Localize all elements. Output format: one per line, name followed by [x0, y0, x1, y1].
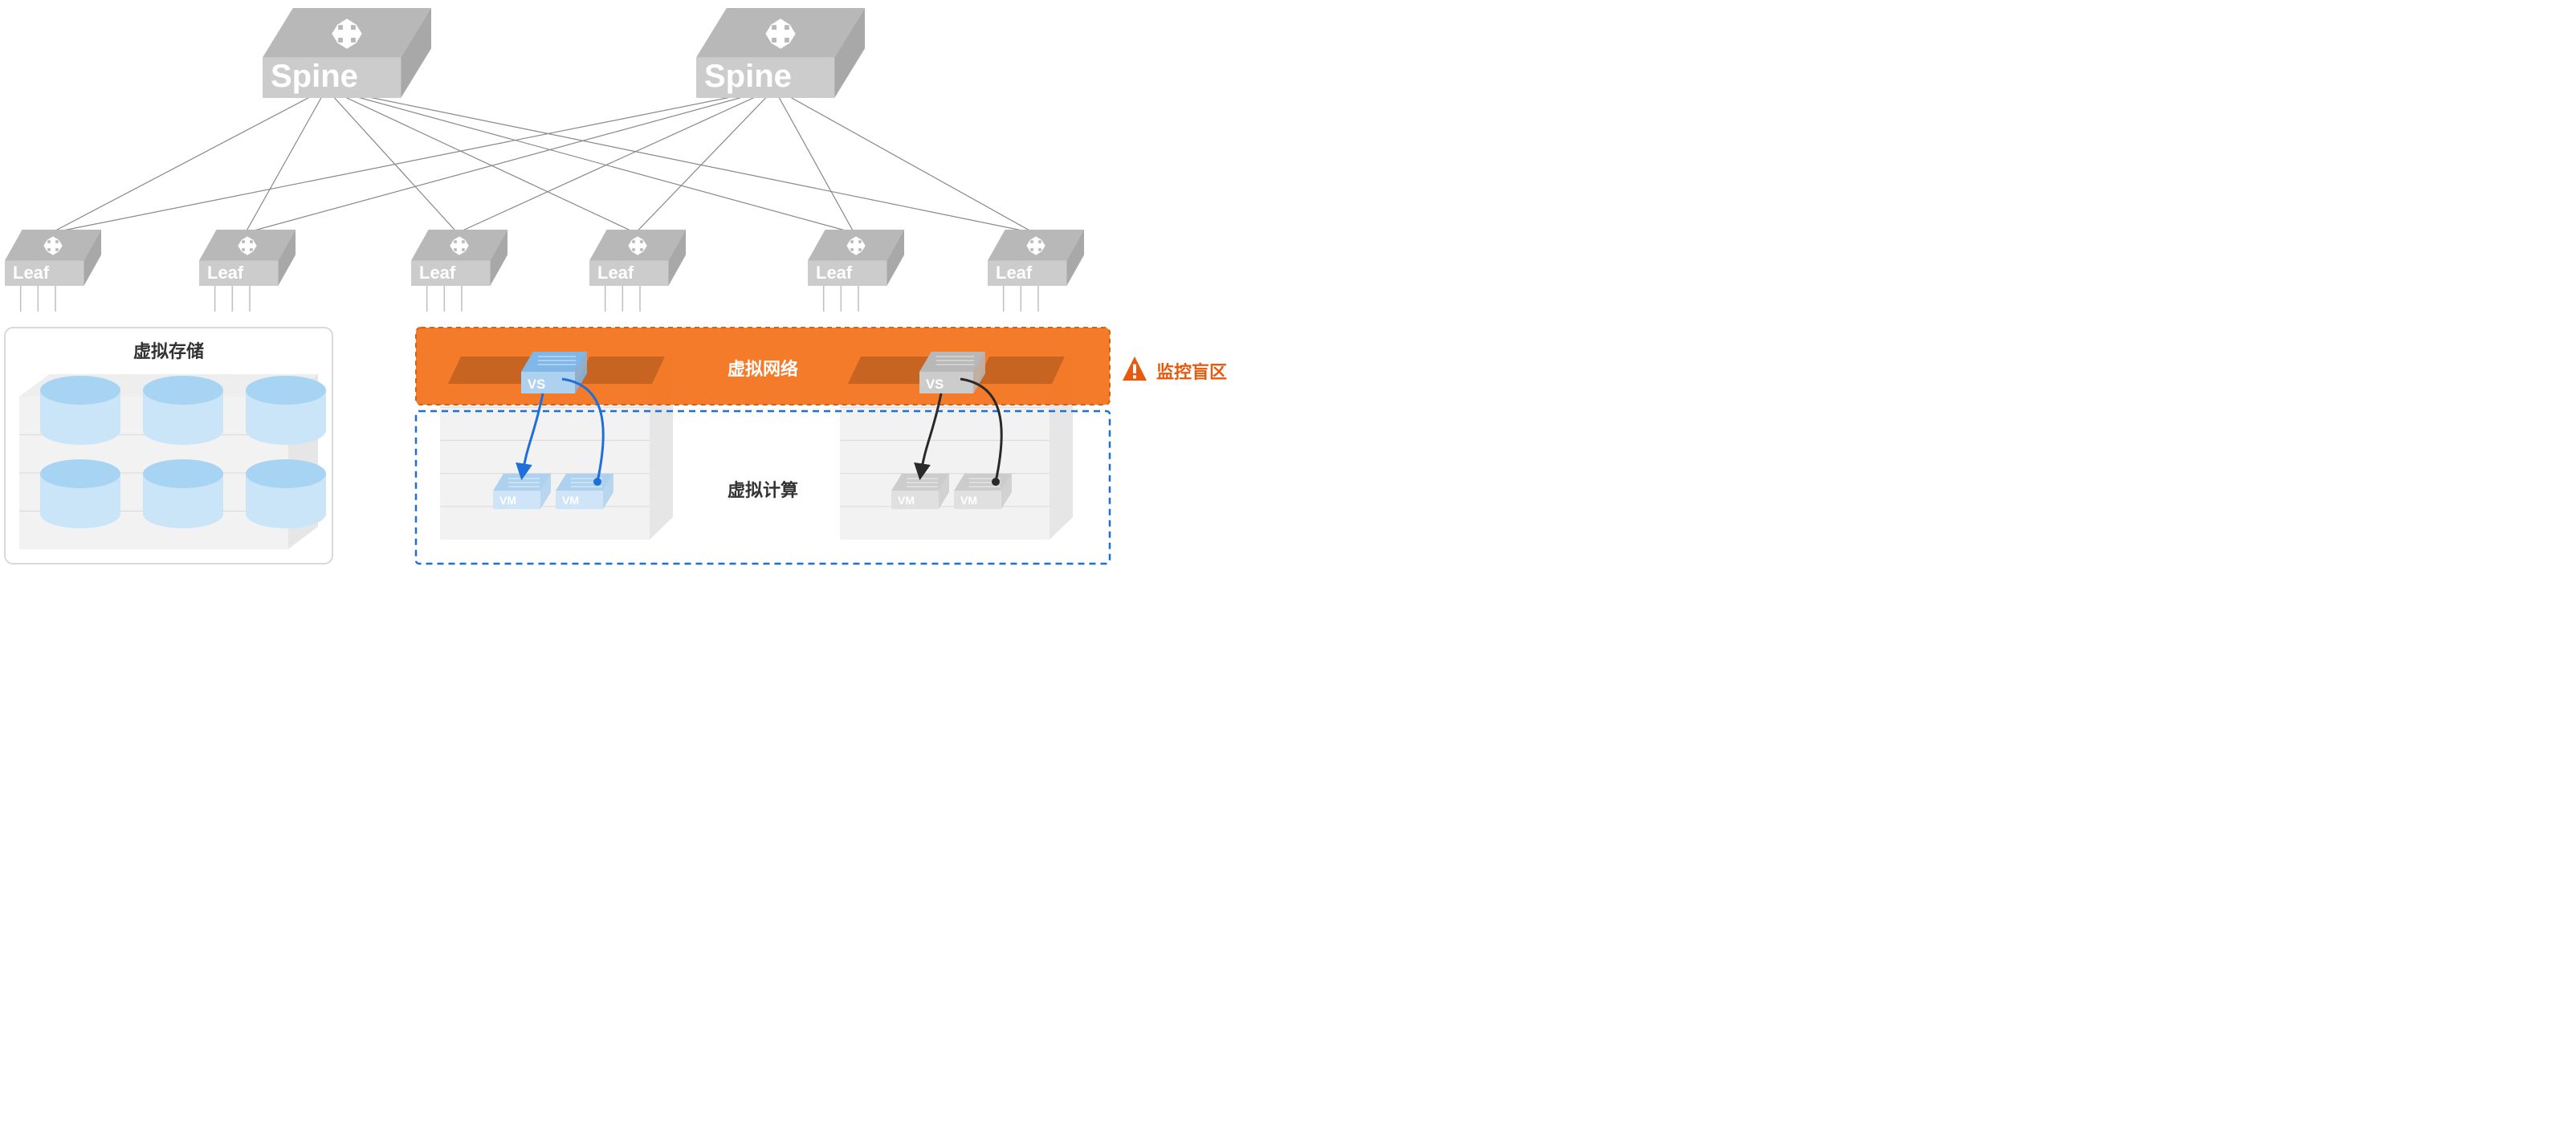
spine-2-label: Spine: [704, 59, 792, 94]
vnet-title: 虚拟网络: [416, 355, 1110, 381]
leaf-5-label: Leaf: [816, 263, 853, 283]
spine-1-label: Spine: [271, 59, 358, 94]
warning-icon: [1123, 357, 1147, 381]
leaf-3: Leaf: [411, 230, 507, 286]
leaf-2: Leaf: [199, 230, 296, 286]
leaf-1: Leaf: [5, 230, 101, 286]
leaf-5: Leaf: [808, 230, 904, 286]
leaf-1-label: Leaf: [13, 263, 50, 283]
compute-title: 虚拟计算: [416, 476, 1110, 502]
leaf-3-label: Leaf: [419, 263, 456, 283]
leaf-6: Leaf: [988, 230, 1084, 286]
storage-title: 虚拟存储: [5, 337, 332, 363]
spine-2: Spine: [696, 8, 865, 98]
leaf-4-label: Leaf: [597, 263, 634, 283]
legend-label: 监控盲区: [1156, 358, 1227, 384]
leaf-6-label: Leaf: [996, 263, 1033, 283]
leaf-4: Leaf: [589, 230, 686, 286]
spine-1: Spine: [263, 8, 431, 98]
leaf-2-label: Leaf: [207, 263, 244, 283]
